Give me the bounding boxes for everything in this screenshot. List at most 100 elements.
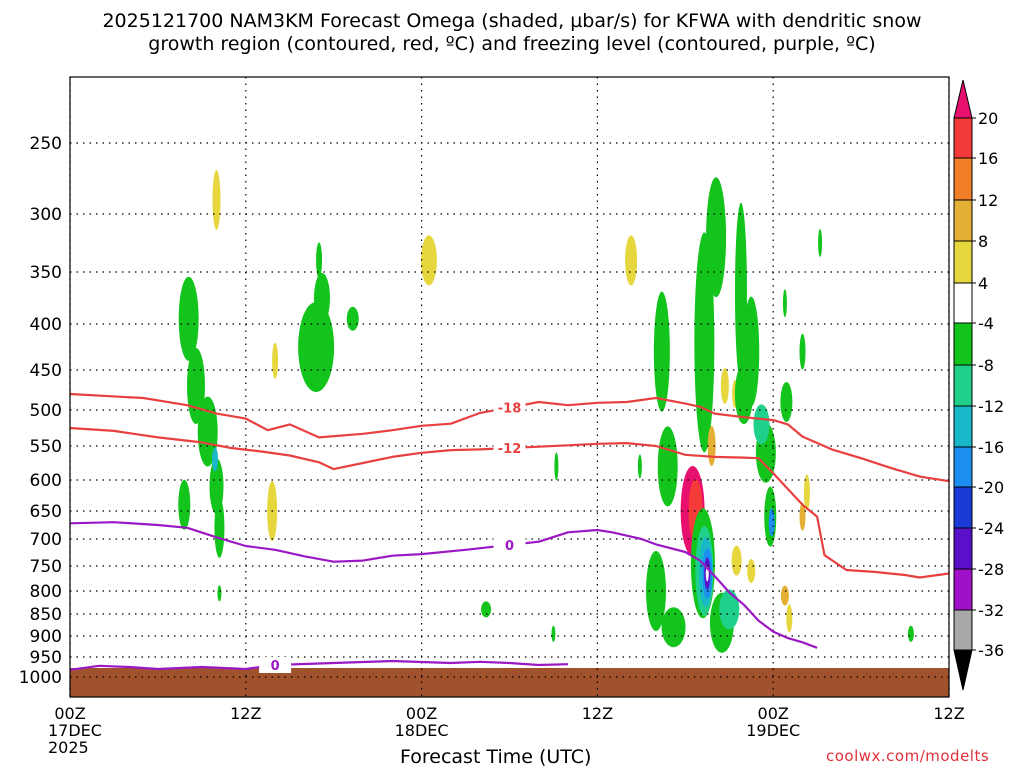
omega-blob-56	[818, 229, 823, 257]
omega-blob-4	[214, 497, 225, 558]
omega-blob-42	[734, 202, 747, 383]
omega-blob-21	[653, 291, 670, 412]
y-tick-500: 500	[30, 401, 62, 421]
omega-blob-20	[637, 454, 642, 479]
y-tick-400: 400	[30, 315, 62, 335]
omega-blob-13	[316, 242, 323, 279]
contour-line-0	[69, 392, 950, 483]
colorbar-label-5: -4	[978, 314, 994, 333]
omega-blob-49	[731, 545, 742, 576]
chart-title-line2: growth region (contoured, red, ºC) and f…	[148, 33, 876, 55]
omega-blob-50	[747, 559, 756, 583]
omega-blob-1	[186, 348, 205, 424]
x-tick-36-line0: 12Z	[582, 704, 613, 723]
contour-label-3: 0	[271, 659, 280, 674]
colorbar-top-arrow	[953, 79, 973, 119]
omega-blob-18	[551, 625, 556, 642]
colorbar-label-8: -16	[978, 438, 1004, 457]
x-tick-24-line0: 00Z	[406, 704, 437, 723]
ground-surface	[70, 668, 949, 697]
omega-blob-15	[420, 235, 437, 286]
colorbar-segment-0	[953, 117, 973, 159]
omega-blob-48	[782, 289, 787, 318]
omega-blob-24	[661, 607, 686, 648]
y-tick-550: 550	[30, 437, 62, 457]
x-tick-24-line1: 18DEC	[395, 721, 449, 740]
omega-blob-6	[212, 447, 219, 472]
omega-blob-47	[780, 382, 793, 422]
colorbar: 20 16 12 8 4 -4 -8 -12 -16 -20 -24 -28 -32 -36	[953, 79, 1004, 691]
colorbar-label-1: 16	[978, 149, 998, 168]
x-tick-60-line0: 12Z	[933, 704, 964, 723]
colorbar-segment-4	[953, 282, 973, 324]
omega-blob-51	[786, 604, 793, 633]
omega-blob-53	[799, 502, 806, 531]
y-tick-250: 250	[30, 134, 62, 154]
omega-blob-2	[197, 396, 218, 467]
omega-blob-8	[212, 169, 221, 230]
contour-label-bg-3	[259, 657, 292, 673]
y-tick-950: 950	[30, 648, 62, 668]
omega-blob-44	[753, 404, 770, 445]
y-tick-800: 800	[30, 582, 62, 602]
omega-blob-17	[554, 452, 559, 481]
omega-blob-37	[720, 368, 729, 404]
y-tick-750: 750	[30, 557, 62, 577]
colorbar-label-9: -20	[978, 478, 1004, 497]
colorbar-segment-5	[953, 322, 973, 366]
colorbar-label-2: 12	[978, 191, 998, 210]
colorbar-bottom-arrow	[953, 649, 973, 691]
contour-line-2	[69, 521, 818, 649]
y-tick-600: 600	[30, 471, 62, 491]
y-axis-ticks: 2503003504004505005506006507007508008509…	[19, 134, 62, 688]
colorbar-label-11: -28	[978, 560, 1004, 579]
contour-line-1	[69, 426, 950, 579]
colorbar-label-10: -24	[978, 519, 1004, 538]
x-tick-0-line2: 2025	[48, 738, 89, 757]
omega-blob-54	[803, 474, 810, 511]
x-tick-48-line1: 19DEC	[746, 721, 800, 740]
omega-blob-22	[657, 426, 678, 507]
omega-blob-5	[178, 479, 191, 530]
colorbar-label-3: 8	[978, 232, 988, 251]
contour-label-2: 0	[505, 539, 514, 554]
y-tick-900: 900	[30, 627, 62, 647]
y-tick-300: 300	[30, 205, 62, 225]
omega-blob-12	[313, 273, 330, 323]
y-tick-350: 350	[30, 263, 62, 283]
contour-label-bg-2	[493, 536, 526, 553]
omega-blob-25	[694, 232, 715, 453]
contour-label-bg-0	[493, 399, 526, 416]
omega-blob-26	[706, 177, 727, 298]
omega-blob-46	[768, 508, 775, 537]
colorbar-segment-11	[953, 568, 973, 611]
colorbar-segment-6	[953, 364, 973, 407]
credit-text: coolwx.com/modelts	[826, 747, 990, 765]
omega-blob-0	[178, 276, 199, 361]
y-tick-850: 850	[30, 605, 62, 625]
colorbar-label-0: 20	[978, 109, 998, 128]
omega-blob-57	[907, 625, 914, 642]
omega-blob-16	[481, 601, 492, 618]
omega-blob-19	[625, 235, 638, 286]
omega-blob-7	[217, 585, 222, 602]
y-tick-650: 650	[30, 502, 62, 522]
omega-blob-10	[272, 342, 279, 379]
colorbar-segment-10	[953, 527, 973, 570]
contour-label-bg-1	[493, 440, 526, 457]
colorbar-segment-1	[953, 157, 973, 201]
x-tick-12-line0: 12Z	[230, 704, 261, 723]
colorbar-label-4: 4	[978, 274, 988, 293]
colorbar-segment-3	[953, 240, 973, 284]
omega-blob-36	[719, 589, 740, 630]
x-tick-48-line0: 00Z	[758, 704, 789, 723]
omega-blob-14	[346, 306, 359, 331]
colorbar-segment-7	[953, 405, 973, 448]
x-tick-0-line1: 17DEC	[48, 721, 102, 740]
x-axis-label: Forecast Time (UTC)	[400, 746, 592, 768]
y-tick-700: 700	[30, 530, 62, 550]
plot-frame	[69, 76, 950, 698]
colorbar-label-7: -12	[978, 397, 1004, 416]
